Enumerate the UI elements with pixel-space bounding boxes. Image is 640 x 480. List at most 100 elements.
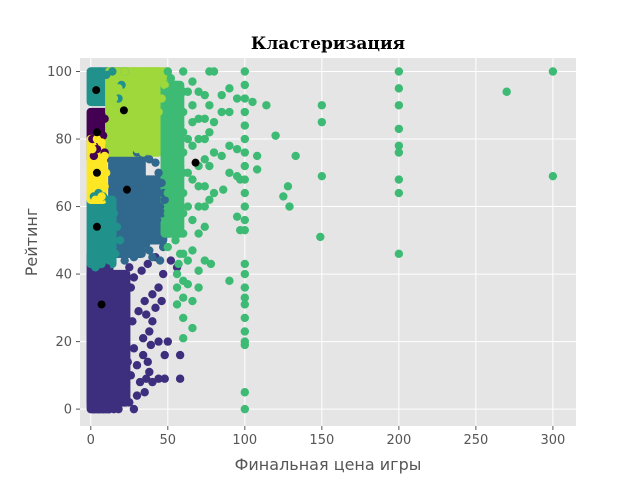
data-point	[114, 128, 123, 137]
data-point	[394, 175, 404, 184]
y-tick-label: 20	[55, 335, 72, 350]
data-point	[194, 114, 203, 123]
data-point	[114, 404, 123, 414]
data-point	[163, 188, 173, 198]
data-point	[217, 90, 226, 100]
data-point	[225, 84, 234, 93]
data-point	[109, 209, 119, 218]
data-point	[502, 87, 511, 96]
data-point	[240, 121, 250, 130]
data-point	[172, 300, 182, 309]
data-point	[106, 107, 116, 117]
data-point	[152, 215, 162, 225]
data-point	[105, 195, 114, 204]
data-point	[205, 195, 214, 204]
data-point	[209, 188, 219, 198]
centroid-point	[92, 222, 101, 231]
data-point	[155, 256, 165, 265]
data-point	[138, 67, 148, 76]
data-point	[126, 371, 136, 380]
data-point	[166, 74, 176, 83]
centroid-point	[122, 185, 131, 194]
data-point	[89, 70, 99, 80]
data-point	[179, 188, 188, 198]
data-point	[128, 317, 137, 326]
data-point	[163, 337, 173, 346]
data-point	[394, 84, 404, 93]
x-tick-label: 300	[540, 433, 565, 448]
data-point	[163, 242, 173, 252]
data-point	[151, 158, 160, 167]
data-point	[171, 80, 180, 90]
data-point	[120, 67, 129, 76]
data-point	[240, 161, 250, 171]
data-point	[137, 266, 146, 275]
data-point	[129, 404, 139, 414]
data-point	[175, 374, 185, 383]
data-point	[169, 195, 179, 204]
data-point	[188, 77, 197, 86]
data-point	[157, 296, 166, 306]
data-point	[317, 117, 327, 127]
data-point	[132, 391, 142, 400]
data-point	[174, 141, 183, 150]
data-point	[154, 168, 163, 177]
data-point	[143, 357, 152, 367]
data-point	[109, 94, 119, 103]
data-point	[154, 337, 163, 346]
data-point	[111, 283, 120, 292]
data-point	[101, 168, 111, 177]
centroid-point	[97, 300, 106, 309]
data-point	[240, 404, 250, 414]
x-tick-label: 200	[386, 433, 411, 448]
data-point	[240, 80, 250, 90]
data-point	[217, 107, 226, 117]
data-point	[157, 178, 166, 188]
data-point	[148, 317, 157, 326]
data-point	[240, 293, 250, 302]
data-point	[248, 97, 257, 107]
data-point	[123, 357, 132, 367]
data-point	[157, 67, 166, 76]
data-point	[394, 67, 404, 76]
data-point	[183, 280, 193, 289]
x-axis-label: Финальная цена игры	[235, 455, 422, 474]
data-point	[200, 222, 209, 232]
data-point	[200, 182, 209, 191]
data-point	[138, 350, 148, 360]
data-point	[394, 141, 404, 150]
data-point	[129, 67, 139, 76]
data-point	[111, 249, 120, 259]
data-point	[140, 388, 149, 397]
data-point	[126, 141, 136, 150]
data-point	[166, 256, 176, 265]
data-point	[145, 367, 154, 377]
data-point	[157, 94, 166, 103]
data-point	[95, 67, 105, 76]
data-point	[120, 134, 129, 144]
data-point	[160, 80, 169, 90]
data-point	[168, 215, 177, 225]
data-point	[105, 256, 114, 265]
data-point	[142, 74, 151, 83]
y-tick-label: 0	[64, 403, 72, 418]
data-point	[157, 209, 166, 218]
data-point	[194, 229, 203, 238]
data-point	[200, 155, 209, 164]
data-point	[143, 259, 152, 269]
data-point	[163, 148, 173, 157]
data-point	[548, 67, 558, 76]
data-point	[179, 148, 188, 157]
data-point	[205, 161, 214, 171]
data-point	[174, 259, 183, 269]
data-point	[200, 114, 209, 123]
data-point	[120, 256, 129, 265]
data-point	[394, 188, 404, 198]
data-point	[232, 212, 242, 221]
data-point	[240, 202, 250, 211]
data-point	[240, 94, 250, 103]
y-tick-label: 60	[55, 200, 72, 215]
data-point	[132, 144, 142, 154]
data-point	[262, 101, 271, 110]
